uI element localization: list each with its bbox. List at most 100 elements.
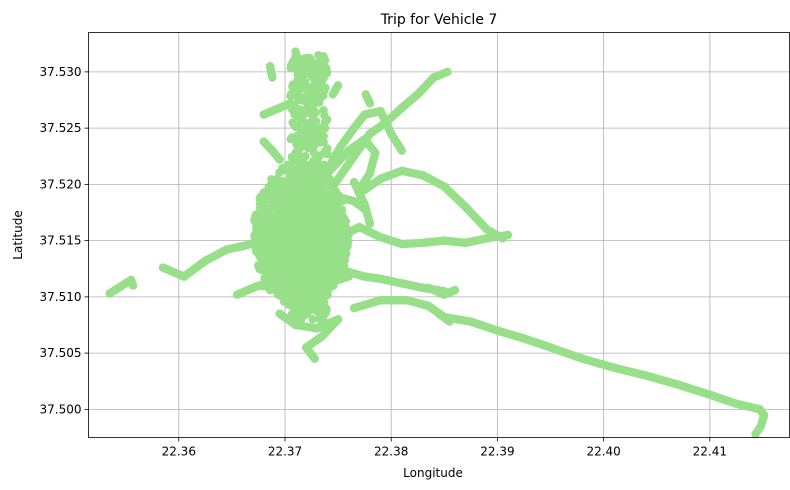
data-point: [255, 194, 264, 203]
y-axis-label: Latitude: [11, 210, 25, 259]
data-point: [300, 96, 310, 105]
data-point: [320, 216, 330, 225]
data-point: [339, 259, 348, 268]
y-tick-label: 37.505: [40, 346, 82, 360]
grid: [88, 32, 790, 438]
data-point: [323, 144, 332, 153]
y-tick-label: 37.525: [40, 121, 82, 135]
data-point: [276, 246, 285, 255]
data-point: [498, 234, 507, 243]
data-point: [365, 219, 375, 228]
data-point: [301, 105, 311, 114]
data-point: [337, 223, 346, 232]
data-point: [263, 255, 272, 264]
data-point: [292, 260, 301, 269]
data-point: [264, 212, 274, 222]
data-point: [291, 168, 300, 177]
data-point: [319, 295, 328, 304]
data-point: [332, 210, 341, 219]
data-point: [313, 87, 322, 96]
data-point: [306, 207, 315, 217]
data-point: [128, 281, 138, 290]
data-point: [308, 315, 317, 324]
axis-ticks: 22.36 22.37 22.38 22.39 22.40 22.41 37.500 37.5…: [40, 65, 728, 459]
data-point: [308, 143, 318, 153]
data-point: [289, 121, 299, 130]
data-point: [320, 124, 330, 133]
data-point: [264, 195, 274, 204]
plot-frame: [88, 32, 790, 438]
data-point: [292, 184, 302, 194]
data-point: [304, 301, 313, 311]
data-point: [445, 317, 454, 326]
data-point: [286, 226, 296, 236]
data-point: [300, 118, 309, 127]
x-axis-label: Longitude: [403, 466, 463, 480]
data-point: [275, 155, 284, 164]
data-point: [301, 292, 310, 302]
x-tick-label: 22.41: [693, 445, 727, 459]
data-point: [304, 130, 313, 139]
data-point: [262, 188, 271, 197]
data-point: [289, 91, 298, 100]
data-point: [293, 299, 302, 309]
data-points: [105, 47, 769, 439]
data-point: [751, 429, 760, 439]
data-point: [302, 230, 312, 239]
data-point: [339, 214, 349, 223]
data-point: [276, 256, 285, 265]
x-tick-label: 22.40: [586, 445, 620, 459]
data-point: [263, 204, 272, 213]
data-point: [331, 248, 340, 258]
data-point: [275, 168, 284, 177]
data-point: [295, 151, 304, 161]
data-point: [290, 250, 300, 260]
data-point: [270, 271, 279, 280]
data-point: [268, 176, 277, 185]
data-point: [443, 67, 452, 77]
data-point: [265, 222, 275, 232]
y-tick-label: 37.520: [40, 177, 82, 191]
data-point: [310, 136, 319, 145]
y-tick-label: 37.515: [40, 234, 82, 248]
data-point: [252, 220, 261, 229]
x-tick-label: 22.38: [374, 445, 408, 459]
data-point: [304, 54, 313, 63]
data-point: [272, 211, 282, 221]
data-point: [322, 69, 332, 78]
data-point: [302, 309, 312, 318]
data-point: [288, 161, 298, 170]
data-point: [288, 80, 298, 89]
data-point: [297, 127, 306, 136]
data-point: [320, 287, 330, 296]
data-point: [308, 220, 318, 230]
data-point: [286, 61, 296, 70]
data-point: [294, 271, 303, 281]
data-point: [268, 73, 277, 82]
y-tick-label: 37.530: [40, 65, 82, 79]
data-point: [278, 274, 287, 284]
data-point: [317, 76, 327, 86]
data-point: [308, 295, 318, 305]
data-point: [274, 201, 283, 211]
data-point: [251, 210, 261, 219]
data-point: [288, 193, 298, 203]
data-point: [309, 266, 318, 276]
x-tick-label: 22.39: [480, 445, 514, 459]
data-point: [309, 158, 319, 167]
data-point: [322, 222, 332, 231]
data-point: [302, 85, 311, 95]
data-point: [336, 241, 345, 250]
data-point: [297, 216, 307, 225]
data-point: [450, 285, 460, 295]
data-point: [311, 254, 320, 264]
data-point: [300, 163, 309, 172]
data-point: [293, 104, 303, 114]
data-point: [319, 310, 329, 319]
chart-title: Trip for Vehicle 7: [380, 12, 498, 28]
data-point: [287, 133, 297, 142]
x-tick-label: 22.36: [162, 445, 196, 459]
data-point: [283, 218, 292, 227]
data-point: [310, 306, 320, 315]
